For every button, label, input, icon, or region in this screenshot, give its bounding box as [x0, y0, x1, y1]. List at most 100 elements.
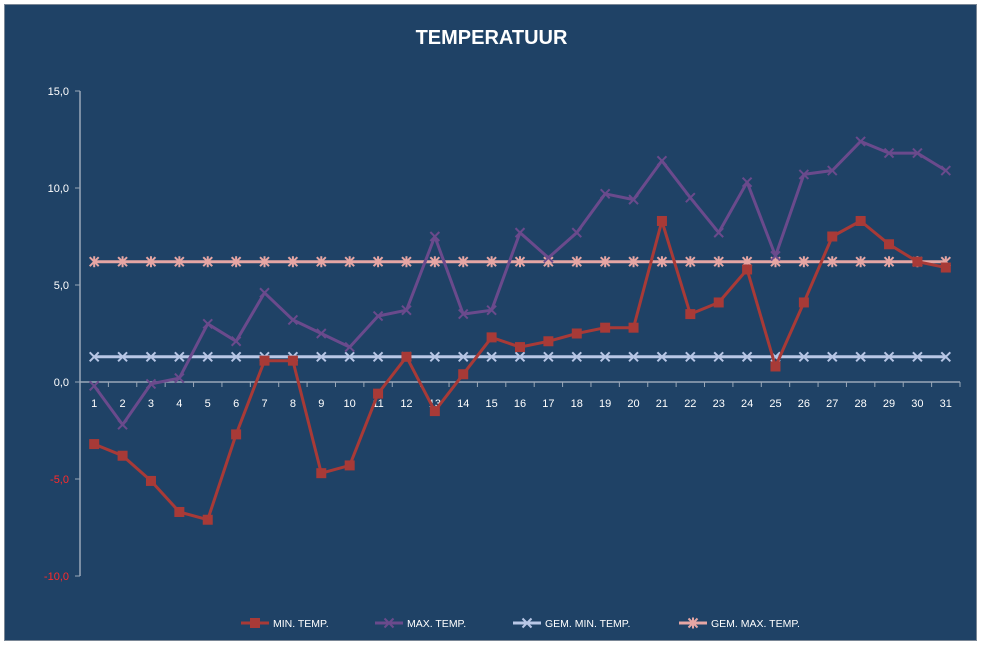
- legend-marker-gem-min-temp: [521, 617, 533, 629]
- x-tick-label: 3: [148, 398, 154, 410]
- data-point-max-temp: [599, 188, 611, 200]
- data-point-min-temp: [117, 450, 128, 461]
- data-point-min-temp: [543, 336, 554, 347]
- chart-title: TEMPERATUUR: [415, 27, 568, 49]
- x-tick-label: 2: [120, 398, 126, 410]
- data-point-min-temp: [855, 215, 866, 226]
- data-point-min-temp: [174, 506, 185, 517]
- x-tick-label: 27: [826, 398, 838, 410]
- data-point-gem-min-temp: [713, 351, 724, 362]
- data-point-max-temp: [770, 250, 781, 262]
- x-tick-label: 21: [656, 398, 668, 410]
- data-point-gem-min-temp: [174, 351, 185, 362]
- data-point-gem-max-temp: [685, 256, 696, 268]
- data-point-max-temp: [145, 378, 157, 390]
- data-point-max-temp: [543, 252, 554, 264]
- data-point-max-temp: [713, 227, 724, 238]
- data-point-max-temp: [486, 305, 497, 316]
- data-point-max-temp: [372, 310, 384, 322]
- legend-marker-gem-max-temp: [687, 617, 699, 629]
- y-tick-label: 10,0: [48, 183, 69, 195]
- data-point-gem-min-temp: [230, 351, 242, 362]
- data-point-max-temp: [628, 194, 639, 205]
- data-point-gem-min-temp: [940, 351, 952, 362]
- x-tick-label: 18: [571, 398, 583, 410]
- chart-frame: TEMPERATUUR 15,0 10,0 5,0 0,0 -5,0 -10,0 1 2 3 4 5…: [4, 4, 977, 641]
- data-point-max-temp: [571, 227, 582, 238]
- data-point-max-temp: [344, 341, 355, 353]
- data-point-gem-max-temp: [628, 256, 639, 268]
- data-point-min-temp: [628, 322, 639, 333]
- data-point-min-temp: [202, 514, 213, 525]
- data-point-gem-min-temp: [316, 351, 327, 362]
- x-tick-label: 28: [855, 398, 867, 410]
- x-tick-label: 31: [940, 398, 952, 410]
- x-tick-label: 8: [290, 398, 296, 410]
- x-tick-label: 17: [542, 398, 554, 410]
- data-point-min-temp: [458, 369, 469, 380]
- x-tick-label: 7: [261, 398, 267, 410]
- data-point-gem-max-temp: [514, 256, 526, 268]
- legend-label-min-temp: MIN. TEMP.: [273, 618, 329, 630]
- data-point-gem-max-temp: [202, 256, 213, 268]
- data-point-gem-max-temp: [316, 256, 327, 268]
- x-tick-label: 15: [485, 398, 497, 410]
- data-point-max-temp: [429, 231, 441, 242]
- data-point-min-temp: [770, 361, 781, 372]
- data-point-gem-max-temp: [883, 256, 895, 268]
- x-tick-label: 11: [372, 398, 383, 410]
- data-point-max-temp: [855, 136, 866, 147]
- data-point-gem-min-temp: [202, 351, 213, 362]
- chart-svg: 15,010,05,00,0-5,0-10,01 2 3 4 5 6 7 8 9 10 11 12 13…: [44, 86, 961, 630]
- data-point-gem-max-temp: [372, 256, 384, 268]
- data-point-min-temp: [571, 328, 582, 339]
- data-point-max-temp: [401, 305, 412, 316]
- x-tick-label: 20: [627, 398, 639, 410]
- x-tick-label: 24: [741, 398, 753, 410]
- data-point-min-temp: [827, 231, 838, 242]
- data-point-min-temp: [912, 256, 923, 267]
- data-point-max-temp: [174, 372, 185, 384]
- data-point-gem-max-temp: [656, 256, 668, 268]
- x-tick-label: 30: [911, 398, 923, 410]
- data-point-gem-max-temp: [713, 256, 724, 268]
- data-point-max-temp: [316, 328, 327, 339]
- data-point-max-temp: [940, 165, 952, 176]
- data-point-max-temp: [514, 227, 526, 238]
- data-point-gem-max-temp: [344, 256, 355, 268]
- data-point-gem-min-temp: [429, 351, 441, 362]
- data-point-min-temp: [316, 468, 327, 479]
- data-point-max-temp: [287, 314, 299, 326]
- x-tick-label: 23: [713, 398, 725, 410]
- x-tick-label: 29: [883, 398, 895, 410]
- data-point-gem-max-temp: [117, 256, 128, 268]
- data-point-max-temp: [827, 165, 838, 176]
- data-point-gem-min-temp: [628, 351, 639, 362]
- data-point-min-temp: [742, 264, 753, 275]
- x-tick-label: 19: [599, 398, 611, 410]
- data-point-min-temp: [798, 297, 809, 308]
- data-point-max-temp: [259, 287, 270, 298]
- data-point-gem-min-temp: [458, 351, 469, 362]
- data-point-min-temp: [515, 342, 525, 353]
- data-point-min-temp: [89, 439, 100, 450]
- data-point-gem-max-temp: [230, 256, 242, 268]
- data-point-gem-max-temp: [798, 256, 810, 268]
- data-point-gem-min-temp: [912, 351, 923, 362]
- data-point-max-temp: [883, 147, 895, 159]
- legend-marker-max-temp: [383, 617, 395, 629]
- legend-marker-min-temp: [250, 618, 260, 628]
- data-point-gem-max-temp: [827, 256, 838, 268]
- data-point-min-temp: [685, 309, 696, 320]
- data-point-gem-min-temp: [117, 351, 128, 362]
- data-point-gem-min-temp: [88, 351, 100, 362]
- legend-label-gem-min-temp: GEM. MIN. TEMP.: [545, 618, 630, 630]
- x-tick-label: 12: [400, 398, 412, 410]
- data-point-gem-min-temp: [883, 351, 895, 362]
- y-tick-label: -10,0: [44, 571, 69, 583]
- data-point-min-temp: [656, 215, 667, 226]
- data-point-min-temp: [259, 355, 270, 366]
- data-point-min-temp: [940, 262, 951, 273]
- data-point-min-temp: [344, 460, 355, 471]
- data-point-max-temp: [741, 176, 753, 188]
